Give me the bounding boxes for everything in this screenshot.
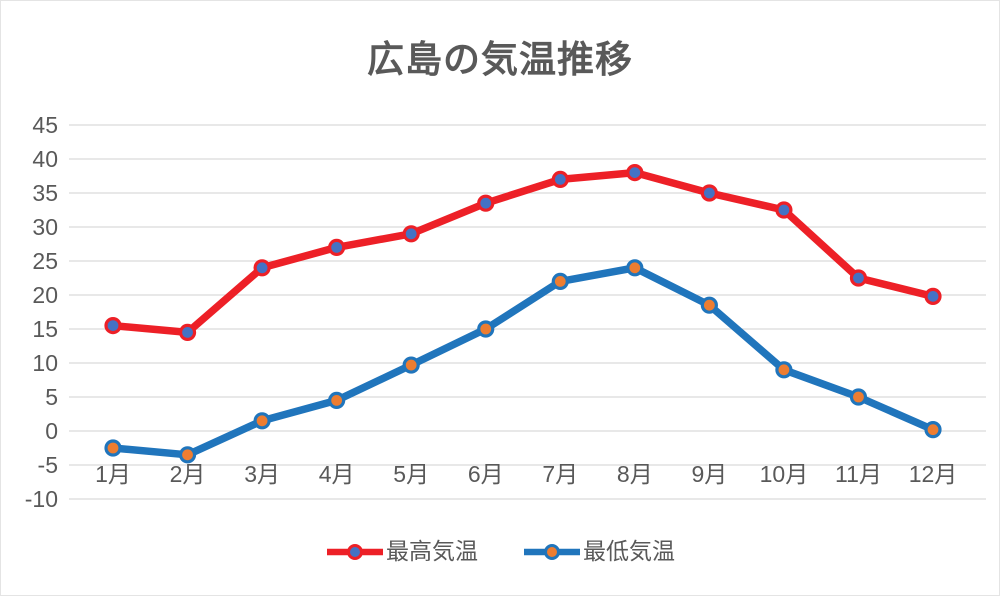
data-point-max [551, 170, 569, 188]
x-tick-label: 12月 [909, 461, 958, 487]
legend-item-max: 最高気温 [325, 540, 478, 563]
legend-min-line-marker-icon [524, 543, 580, 560]
data-point-max [700, 184, 718, 202]
data-point-min [178, 446, 197, 464]
data-point-min [328, 391, 346, 409]
y-tick-label: 15 [32, 316, 58, 342]
series-line-min [109, 264, 937, 459]
data-point-max [775, 201, 793, 219]
data-point-min [104, 439, 122, 457]
data-point-min [402, 356, 420, 374]
chart-title: 広島の気温推移 [367, 39, 633, 80]
x-tick-label: 9月 [691, 461, 727, 487]
data-point-max [178, 323, 197, 341]
y-tick-label: 35 [32, 180, 58, 206]
x-tick-label: 2月 [170, 461, 206, 487]
data-point-min [700, 296, 718, 314]
y-tick-label: 10 [32, 350, 58, 376]
legend-min-label: 最低気温 [583, 538, 675, 564]
x-tick-label: 1月 [95, 461, 131, 487]
legend: 最高気温 最低気温 [1, 540, 999, 563]
data-point-min [626, 259, 644, 277]
y-tick-label: 40 [32, 146, 58, 172]
x-tick-label: 10月 [760, 461, 809, 487]
data-point-max [849, 269, 868, 287]
data-point-min [477, 320, 495, 338]
data-point-min [775, 361, 793, 379]
y-tick-label: 20 [32, 282, 58, 308]
x-tick-label: 3月 [244, 461, 280, 487]
data-point-max [253, 259, 271, 277]
data-point-max [924, 287, 942, 305]
x-tick-label: 7月 [542, 461, 578, 487]
data-point-min [849, 388, 868, 406]
data-point-max [477, 194, 495, 212]
data-point-max [626, 164, 644, 182]
y-tick-label: -5 [38, 452, 58, 478]
x-tick-label: 11月 [835, 461, 882, 487]
data-point-max [104, 317, 122, 335]
y-tick-label: 30 [32, 214, 58, 240]
x-tick-label: 6月 [468, 461, 504, 487]
y-tick-label: 25 [32, 248, 58, 274]
data-point-max [402, 225, 420, 243]
data-point-max [328, 238, 346, 256]
data-point-min [551, 272, 569, 290]
legend-max-label: 最高気温 [386, 538, 478, 564]
series-line-max [109, 168, 937, 337]
data-point-min [253, 412, 271, 430]
legend-max-line-marker-icon [327, 543, 383, 560]
y-tick-label: -10 [25, 486, 58, 512]
x-tick-label: 5月 [393, 461, 429, 487]
y-tick-label: 0 [45, 418, 58, 444]
legend-item-min: 最低気温 [522, 540, 675, 563]
x-tick-label: 4月 [319, 461, 355, 487]
x-tick-label: 8月 [617, 461, 653, 487]
data-point-min [924, 421, 942, 439]
y-tick-label: 5 [45, 384, 58, 410]
y-tick-label: 45 [32, 112, 58, 138]
